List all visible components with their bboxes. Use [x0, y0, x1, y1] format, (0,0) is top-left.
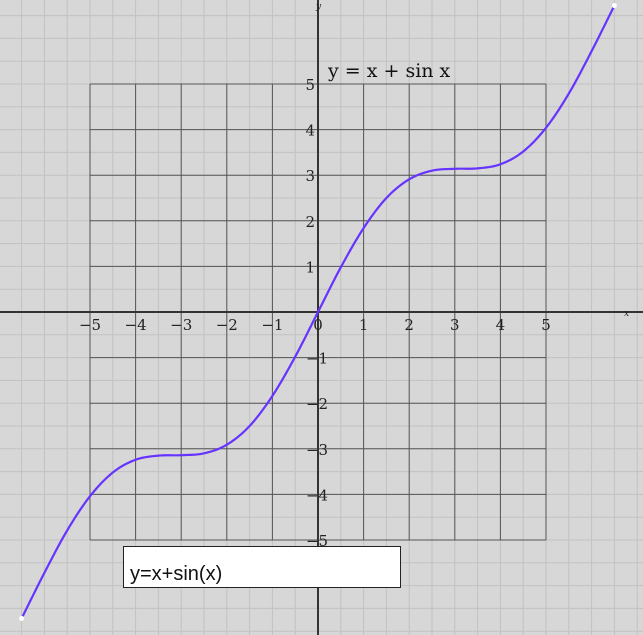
- x-tick-label: −1: [261, 316, 283, 334]
- x-tick-label: −3: [170, 316, 192, 334]
- y-tick-label: −5: [306, 532, 328, 550]
- y-tick-label: −2: [306, 395, 328, 413]
- y-tick-label: 4: [305, 122, 315, 140]
- x-tick-label: 4: [496, 316, 506, 334]
- y-tick-label: 2: [305, 213, 315, 231]
- tick-labels: −5 −4 −3 −2 −1 0 1 2 3 4 5 1 2 3 4 5 −1 −2 −3 −4 −5: [79, 76, 551, 550]
- x-tick-label: 5: [541, 316, 551, 334]
- y-tick-label: −4: [306, 486, 328, 504]
- y-tick-label: 3: [305, 167, 315, 185]
- x-tick-label: −2: [216, 316, 238, 334]
- curve-end-point: [611, 3, 617, 9]
- chart-title: y = x + sin x: [327, 60, 451, 82]
- y-axis-label: y: [315, 2, 322, 12]
- x-tick-label: 1: [359, 316, 369, 334]
- y-tick-label: −3: [306, 441, 328, 459]
- y-tick-label: 5: [305, 76, 315, 94]
- x-tick-label: 2: [404, 316, 414, 334]
- x-tick-label: 3: [450, 316, 460, 334]
- x-tick-label: −4: [125, 316, 147, 334]
- x-axis-label: x: [624, 309, 629, 319]
- x-tick-label: −5: [79, 316, 101, 334]
- curve-end-point: [19, 615, 25, 621]
- formula-input[interactable]: y=x+sin(x): [123, 546, 401, 588]
- y-tick-label: −1: [306, 350, 328, 368]
- series-curve: [20, 5, 616, 619]
- x-tick-label: 0: [313, 316, 323, 334]
- y-tick-label: 1: [305, 258, 315, 276]
- series-layer: [19, 3, 617, 621]
